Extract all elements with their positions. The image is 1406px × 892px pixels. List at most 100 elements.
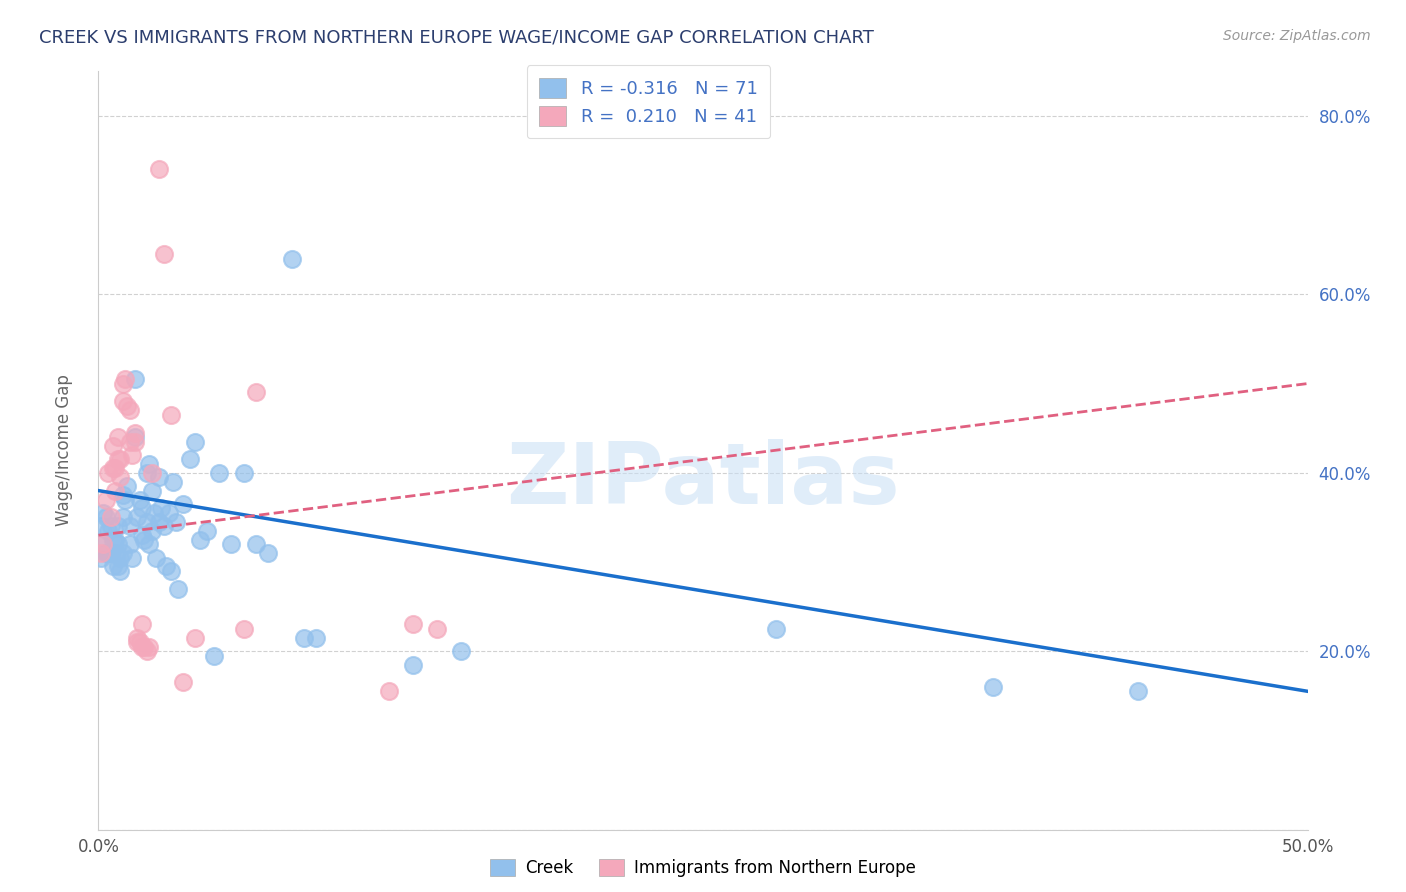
Point [138,537,160,551]
Point [90,546,112,560]
Point [143,506,166,520]
Point [245,385,267,400]
Y-axis label: Wage/Income Gap: Wage/Income Gap [55,375,73,526]
Point [107,519,129,533]
Point [117,399,139,413]
Point [114,372,136,386]
Point [118,519,141,533]
Point [124,372,146,386]
Point [305,631,328,645]
Point [131,640,153,654]
Point [155,559,177,574]
Point [138,457,160,471]
Point [165,515,187,529]
Legend: Creek, Immigrants from Northern Europe: Creek, Immigrants from Northern Europe [484,852,922,884]
Point [91,537,114,551]
Point [111,510,134,524]
Point [141,483,163,498]
Point [107,430,129,444]
Point [121,550,143,565]
Point [108,452,131,467]
Point [167,582,190,596]
Point [101,439,124,453]
Point [94,510,117,524]
Point [160,408,183,422]
Point [107,452,129,467]
Point [208,466,231,480]
Point [91,537,114,551]
Point [184,631,207,645]
Point [131,528,153,542]
Point [152,247,174,261]
Point [172,675,194,690]
Point [281,252,304,266]
Point [108,470,131,484]
Point [128,492,150,507]
Point [90,519,112,533]
Point [245,537,267,551]
Point [141,524,163,538]
Point [195,524,218,538]
Point [148,515,170,529]
Point [232,622,254,636]
Legend: R = -0.316   N = 71, R =  0.210   N = 41: R = -0.316 N = 71, R = 0.210 N = 41 [527,65,770,138]
Point [101,461,124,475]
Point [221,537,243,551]
Point [111,546,134,560]
Point [162,475,184,489]
Point [157,506,180,520]
Point [172,497,194,511]
Point [124,425,146,440]
Point [90,550,112,565]
Point [134,640,156,654]
Point [118,434,141,449]
Point [124,430,146,444]
Point [127,635,149,649]
Point [135,466,157,480]
Point [402,617,425,632]
Point [111,394,134,409]
Point [148,162,170,177]
Point [292,631,315,645]
Point [104,546,127,560]
Point [118,403,141,417]
Text: CREEK VS IMMIGRANTS FROM NORTHERN EUROPE WAGE/INCOME GAP CORRELATION CHART: CREEK VS IMMIGRANTS FROM NORTHERN EUROPE… [39,29,875,46]
Text: Source: ZipAtlas.com: Source: ZipAtlas.com [1223,29,1371,43]
Point [152,519,174,533]
Point [150,501,173,516]
Point [94,492,117,507]
Point [124,434,146,449]
Point [127,510,149,524]
Point [148,470,170,484]
Point [184,434,207,449]
Point [104,461,127,475]
Point [97,466,120,480]
Point [111,488,134,502]
Point [107,559,129,574]
Point [981,680,1004,694]
Point [450,644,472,658]
Point [118,537,141,551]
Point [141,466,163,480]
Point [101,559,124,574]
Point [128,635,150,649]
Point [135,515,157,529]
Point [94,546,117,560]
Point [117,479,139,493]
Point [232,466,254,480]
Point [765,622,787,636]
Point [160,564,183,578]
Point [121,448,143,462]
Point [108,564,131,578]
Point [104,483,127,498]
Point [256,546,278,560]
Point [108,550,131,565]
Point [101,533,124,547]
Point [91,506,114,520]
Point [131,501,153,516]
Point [127,631,149,645]
Point [104,533,127,547]
Point [138,640,160,654]
Text: ZIPatlas: ZIPatlas [506,439,900,523]
Point [145,550,167,565]
